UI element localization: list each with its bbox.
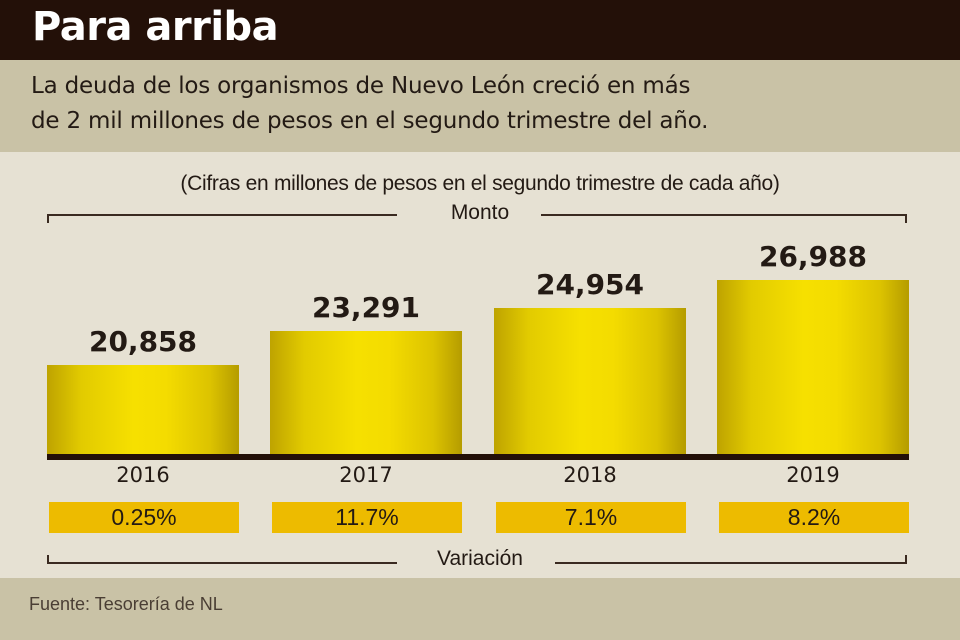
source-note: Fuente: Tesorería de NL (29, 594, 223, 614)
variation-box-2016: 0.25% (49, 502, 239, 533)
value-label-2016: 20,858 (88, 325, 198, 358)
variacion-bracket-tick-right (905, 555, 907, 564)
x-tick-label-2016: 2016 (116, 463, 170, 487)
header-bar: Para arriba (0, 0, 960, 60)
monto-bracket-left (47, 214, 397, 216)
subtitle-line-1: La deuda de los organismos de Nuevo León… (31, 73, 691, 99)
bar-2017 (270, 331, 462, 455)
value-label-2018: 24,954 (535, 268, 645, 301)
variation-box-2018: 7.1% (496, 502, 686, 533)
bar-2018 (494, 308, 686, 455)
value-label-2017: 23,291 (311, 291, 421, 324)
monto-bracket-tick-left (47, 214, 49, 223)
variacion-bracket-tick-left (47, 555, 49, 564)
value-label-2019: 26,988 (758, 240, 868, 273)
subtitle-line-2: de 2 mil millones de pesos en el segundo… (31, 108, 709, 134)
monto-bracket-right (541, 214, 907, 216)
chart-baseline (47, 454, 909, 460)
section-label-variacion: Variación (437, 547, 523, 570)
x-tick-label-2018: 2018 (563, 463, 617, 487)
footer-band: Fuente: Tesorería de NL (0, 578, 960, 640)
x-tick-label-2019: 2019 (786, 463, 840, 487)
variation-box-2019: 8.2% (719, 502, 909, 533)
variacion-bracket-right (555, 562, 907, 564)
variation-box-2017: 11.7% (272, 502, 462, 533)
variacion-bracket-left (47, 562, 397, 564)
bar-2016 (47, 365, 239, 455)
section-label-monto: Monto (450, 201, 510, 224)
chart-note: (Cifras en millones de pesos en el segun… (180, 172, 780, 195)
page-title: Para arriba (32, 4, 279, 50)
subtitle-band: La deuda de los organismos de Nuevo León… (0, 60, 960, 152)
x-tick-label-2017: 2017 (339, 463, 393, 487)
bar-2019 (717, 280, 909, 455)
monto-bracket-tick-right (905, 214, 907, 223)
